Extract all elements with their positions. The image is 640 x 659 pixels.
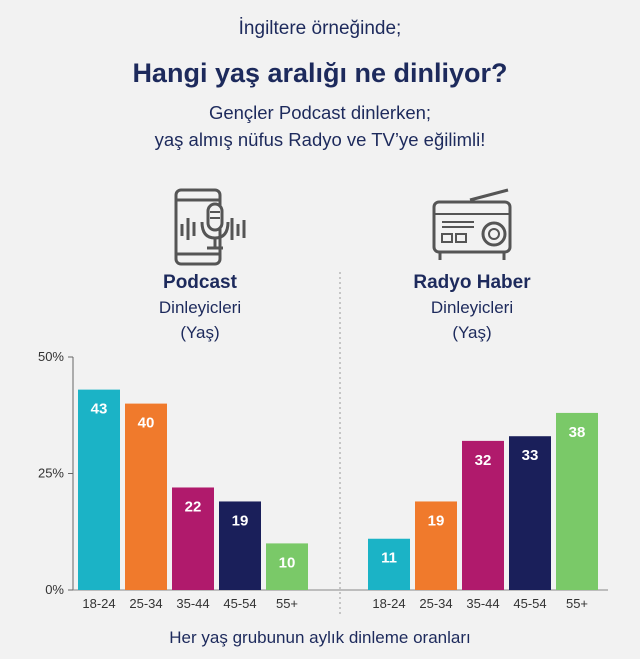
smartphone-microphone-icon	[174, 188, 246, 266]
data-label: 10	[279, 554, 296, 571]
y-tick-label: 25%	[38, 466, 64, 481]
bar	[556, 412, 598, 590]
x-tick-label: 45-54	[513, 596, 546, 611]
radio-panel-title: Radyo Haber	[413, 272, 531, 293]
x-tick-label: 18-24	[82, 596, 115, 611]
data-label: 19	[232, 512, 249, 529]
data-label: 43	[91, 401, 108, 418]
page-title: Hangi yaş aralığı ne dinliyor?	[132, 58, 508, 88]
radio-panel-line2: (Yaş)	[452, 323, 492, 342]
subtitle-line-1: Gençler Podcast dinlerken;	[208, 102, 432, 123]
intro-text: İngiltere örneğinde;	[238, 18, 402, 39]
x-tick-label: 25-34	[129, 596, 162, 611]
data-label: 32	[475, 452, 492, 469]
radio-panel-line1: Dinleyicleri	[430, 298, 514, 317]
x-tick-label: 55+	[276, 596, 298, 611]
x-tick-label: 45-54	[223, 596, 256, 611]
y-tick-label: 0%	[45, 582, 64, 597]
x-tick-label: 35-44	[466, 596, 499, 611]
bar	[415, 501, 457, 590]
data-label: 40	[138, 415, 155, 432]
podcast-panel-line1: Dinleyicleri	[158, 298, 242, 317]
data-label: 38	[569, 424, 586, 441]
x-tick-label: 18-24	[372, 596, 405, 611]
x-tick-label: 35-44	[176, 596, 209, 611]
data-label: 11	[381, 550, 397, 567]
y-tick-label: 50%	[38, 349, 64, 364]
data-label: 33	[522, 447, 539, 464]
data-label: 22	[185, 498, 202, 515]
subtitle-line-2: yaş almış nüfus Radyo ve TV’ye eğilimli!	[154, 129, 486, 150]
x-tick-label: 25-34	[419, 596, 452, 611]
bar	[462, 440, 504, 590]
data-label: 19	[428, 512, 445, 529]
bar	[78, 389, 120, 590]
x-tick-label: 55+	[566, 596, 588, 611]
bar	[219, 501, 261, 590]
podcast-panel-title: Podcast	[163, 272, 237, 293]
podcast-panel-line2: (Yaş)	[180, 323, 220, 342]
bar	[172, 487, 214, 590]
bar	[125, 403, 167, 590]
radio-icon	[432, 188, 512, 260]
bar	[368, 538, 410, 590]
bar	[509, 436, 551, 590]
bar	[266, 543, 308, 590]
chart-caption: Her yaş grubunun aylık dinleme oranları	[169, 628, 471, 647]
